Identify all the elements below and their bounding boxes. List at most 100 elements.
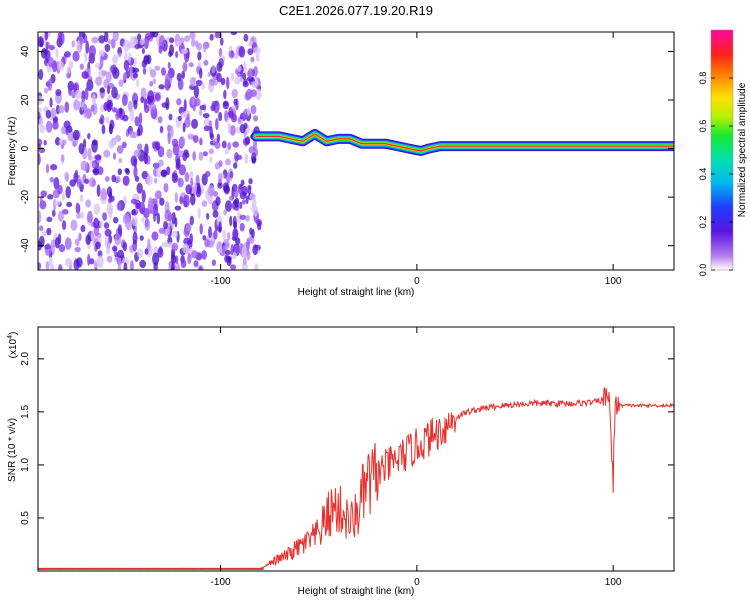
noise-blob [166, 166, 171, 176]
noise-blob [192, 135, 199, 143]
noise-blob [252, 244, 258, 256]
noise-blob [43, 139, 47, 146]
noise-blob [49, 176, 55, 183]
noise-blob [182, 243, 190, 254]
noise-blob [38, 235, 45, 248]
noise-blob [177, 78, 184, 91]
noise-blob [115, 175, 121, 184]
noise-blob [40, 190, 48, 198]
noise-blob [233, 188, 239, 199]
noise-blob [98, 49, 105, 58]
noise-blob [139, 259, 147, 269]
noise-blob [253, 65, 258, 77]
noise-blob [201, 200, 208, 207]
noise-blob [241, 261, 248, 270]
noise-blob [234, 197, 240, 208]
noise-blob [44, 244, 51, 250]
noise-blob [138, 112, 143, 125]
noise-blob [158, 45, 163, 54]
noise-blob [239, 222, 245, 232]
spectrogram-y-axis-label: Frequency (Hz) [7, 117, 18, 186]
noise-blob [245, 136, 251, 145]
noise-blob [211, 80, 218, 86]
noise-blob [248, 178, 253, 185]
noise-blob [57, 264, 63, 270]
noise-blob [202, 235, 207, 241]
noise-blob [218, 160, 223, 168]
noise-blob [211, 65, 216, 74]
noise-blob [211, 259, 217, 267]
noise-blob [182, 122, 186, 133]
noise-blob [194, 98, 201, 107]
noise-blob [217, 172, 223, 184]
noise-blob [45, 41, 50, 48]
snr-series [38, 386, 674, 571]
noise-blob [106, 71, 112, 83]
noise-blob [122, 72, 128, 80]
noise-blob [54, 236, 60, 249]
noise-blob [176, 98, 182, 106]
noise-blob [137, 248, 144, 259]
noise-blob [236, 211, 242, 224]
noise-blob [223, 208, 227, 216]
noise-blob [177, 177, 184, 188]
snr-scale-base: (x10 [8, 338, 19, 358]
noise-blob [134, 116, 140, 127]
noise-blob [129, 108, 135, 122]
noise-blob [137, 33, 142, 42]
noise-blob [250, 56, 255, 63]
noise-blob [85, 40, 90, 54]
noise-blob [154, 65, 161, 71]
colorbar-tick-label: 0.2 [698, 216, 708, 229]
snr-x-tick-label: 0 [414, 577, 420, 588]
noise-blob [136, 182, 143, 194]
noise-blob [182, 62, 188, 72]
noise-blob [111, 86, 118, 99]
noise-blob [112, 54, 119, 65]
noise-blob [207, 71, 211, 78]
noise-blob [45, 163, 50, 174]
noise-blob [256, 220, 262, 231]
noise-blob [230, 113, 238, 123]
noise-blob [106, 85, 111, 95]
noise-blob [201, 82, 206, 90]
noise-blob [141, 189, 146, 203]
noise-blob [228, 195, 235, 201]
noise-blob [230, 244, 234, 256]
noise-blob [38, 68, 44, 81]
noise-blob [59, 32, 65, 45]
noise-blob [191, 118, 199, 130]
noise-blob [102, 212, 108, 221]
noise-blob [116, 201, 122, 211]
noise-blob [169, 37, 175, 44]
noise-blob [50, 107, 57, 119]
noise-blob [103, 149, 111, 158]
noise-blob [103, 222, 110, 229]
snr-y-tick-label: 1.0 [20, 458, 31, 472]
noise-blob [90, 104, 95, 112]
noise-blob [185, 184, 192, 195]
noise-blob [218, 247, 223, 254]
noise-blob [148, 197, 153, 206]
noise-blob [92, 168, 100, 176]
noise-blob [157, 247, 164, 258]
noise-blob [84, 178, 90, 184]
noise-blob [79, 194, 84, 203]
noise-blob [87, 253, 91, 266]
colorbar-tick-label: 0.8 [698, 72, 708, 85]
noise-blob [131, 216, 138, 227]
noise-blob [229, 215, 233, 227]
noise-blob [106, 255, 113, 263]
noise-blob [198, 266, 203, 270]
noise-blob [184, 172, 190, 183]
spectrogram-panel: -100 0 100 -40 -20 0 20 40 Height of straight … [7, 31, 675, 298]
noise-blob [49, 164, 58, 171]
noise-blob [212, 210, 219, 218]
noise-blob [143, 55, 150, 65]
noise-blob [197, 62, 202, 68]
noise-blob [72, 129, 80, 141]
noise-blob [132, 72, 139, 79]
noise-blob [155, 165, 162, 178]
noise-blob [104, 43, 111, 53]
noise-blob [108, 197, 112, 204]
